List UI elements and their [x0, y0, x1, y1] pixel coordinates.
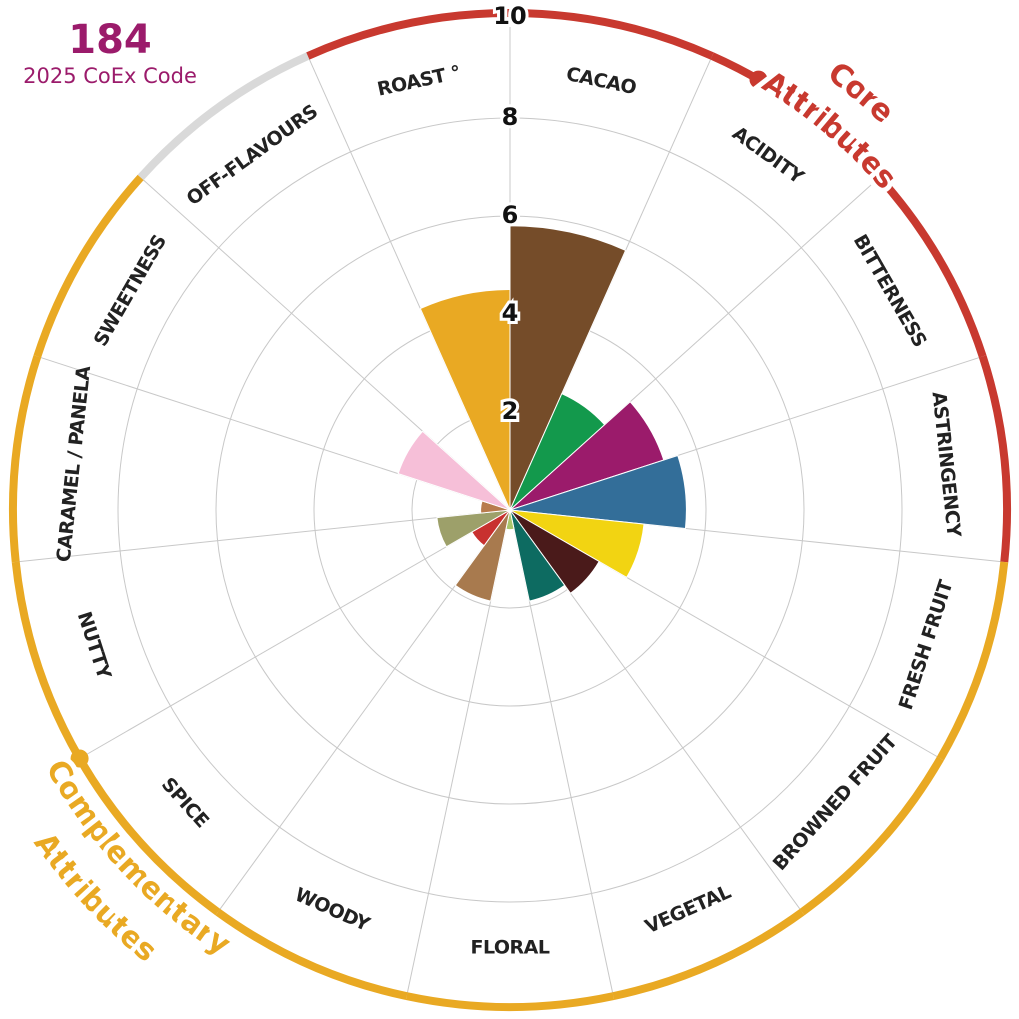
- r-tick-label: 6: [502, 201, 519, 229]
- ring-segment: [799, 756, 944, 916]
- ring-segment: [76, 756, 221, 916]
- ring-segment: [710, 52, 883, 181]
- ring-segment: [509, 9, 714, 60]
- bar: [509, 509, 645, 579]
- bar: [454, 509, 511, 602]
- bar: [419, 288, 511, 511]
- r-tick-label: 2: [502, 397, 519, 425]
- bar: [509, 454, 687, 529]
- r-tick-label: 8: [502, 103, 519, 131]
- ring-segment: [405, 992, 615, 1011]
- bar: [397, 430, 511, 511]
- ring-segment: [9, 355, 42, 563]
- bar: [509, 225, 627, 511]
- category-label: BITTERNESS: [849, 231, 931, 351]
- category-label: ACIDITY: [728, 122, 808, 188]
- ring-segment: [876, 174, 987, 358]
- spoke: [79, 509, 511, 759]
- category-label: WOODY: [292, 884, 374, 936]
- ring-segment: [306, 9, 511, 60]
- spoke: [15, 509, 511, 563]
- category-label: CARAMEL / PANELA: [53, 364, 96, 563]
- category-label: VEGETAL: [642, 881, 734, 938]
- r-tick-label: 10: [493, 2, 526, 30]
- category-label: BROWNED FRUIT: [769, 730, 902, 874]
- ring-segment: [978, 355, 1012, 563]
- ring-segment: [936, 561, 1009, 761]
- category-label: ROAST °: [375, 62, 462, 101]
- r-tick-label: 4: [502, 299, 519, 327]
- category-label: SPICE: [157, 773, 213, 832]
- category-label: FLORAL: [470, 937, 549, 959]
- chart-subtitle: 2025 CoEx Code: [23, 64, 197, 88]
- bar: [436, 509, 511, 548]
- ring-segment: [11, 561, 84, 761]
- category-label: ASTRINGENCY: [928, 391, 965, 539]
- category-label: CACAO: [564, 63, 638, 99]
- category-label: FRESH FRUIT: [895, 577, 958, 712]
- ring-segment: [215, 908, 408, 1001]
- chart-title: 184: [68, 17, 152, 63]
- group-marker: [70, 749, 89, 768]
- ring-segment: [612, 908, 805, 1001]
- category-label: SWEETNESS: [90, 231, 171, 350]
- ring-segment: [33, 174, 144, 358]
- bar: [509, 509, 600, 594]
- ring-segment: [137, 52, 310, 181]
- bar: [509, 509, 566, 602]
- group-marker: [749, 70, 768, 89]
- category-label: NUTTY: [73, 609, 115, 682]
